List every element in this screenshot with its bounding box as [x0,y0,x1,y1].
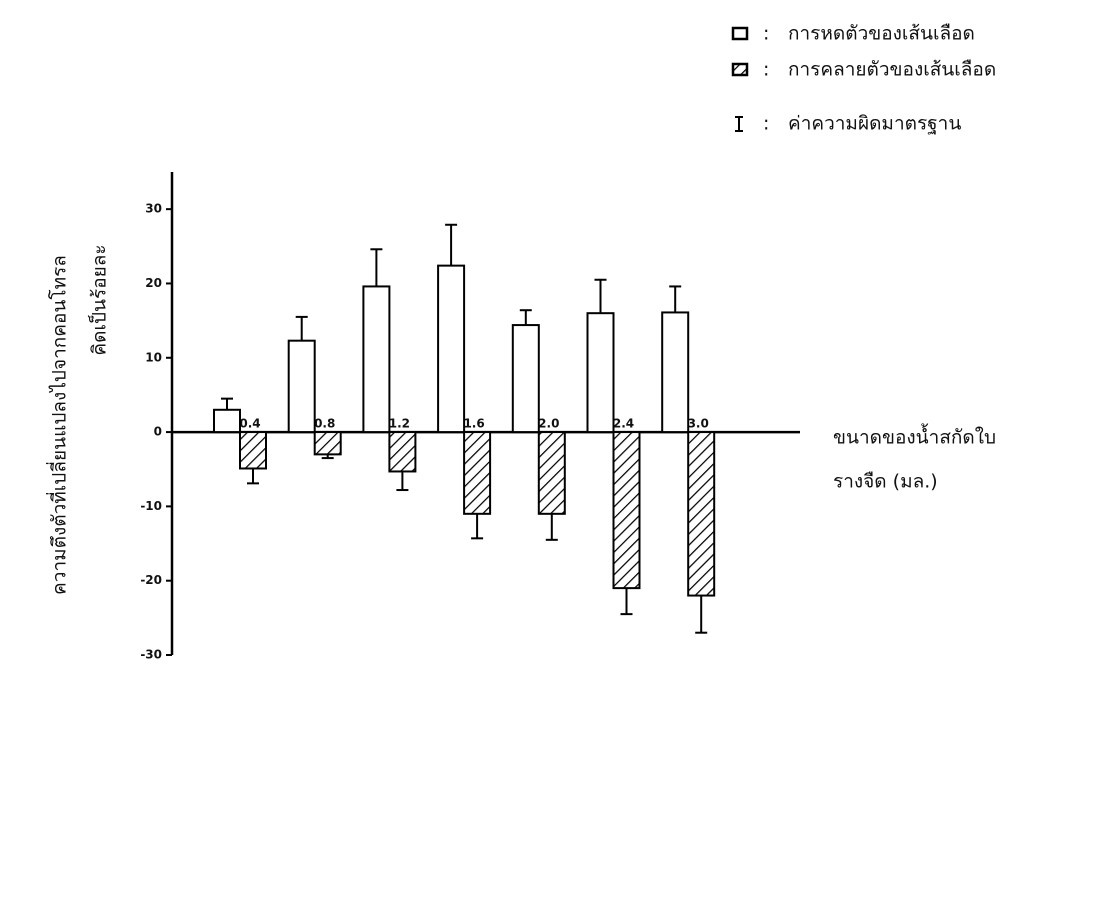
legend-swatch [733,28,747,39]
bar [688,432,714,595]
y-tick-label: 20 [145,276,162,290]
error-bar [669,286,681,312]
error-bar [221,399,233,410]
error-bar [370,249,382,286]
x-tick-label: 0.4 [239,417,260,431]
legend-colon: : [763,59,769,81]
error-bar [520,310,532,325]
chart: 30 20 10 0 -10 -20 -30 0.4 0.8 1.2 1.6 2.0 2.4 3.0: กา… [0,0,1112,911]
y-tick-label: 10 [145,350,162,364]
x-tick-label: 1.2 [389,417,410,431]
x-tick-label: 2.0 [538,417,559,431]
bar [539,432,565,514]
y-axis-label: คิดเป็นร้อยละ [87,244,111,355]
legend-colon: : [763,23,769,45]
legend-colon: : [763,113,769,135]
y-tick-label: -30 [140,648,162,662]
x-tick-label: 1.6 [463,417,484,431]
y-tick-label: -10 [140,499,162,513]
bar [614,432,640,588]
y-tick-label: 30 [145,202,162,216]
y-axis-label: ความตึงตัวที่เปลี่ยนแปลงไปจากคอนโทรล [46,255,71,595]
x-axis-label: รางจืด (มล.) [833,471,938,493]
bar [289,341,315,432]
x-tick-label: 3.0 [688,417,709,431]
x-axis-label: ขนาดของน้ำสกัดใบ [833,424,996,449]
error-bar [471,514,483,539]
y-tick-label: 0 [154,425,162,439]
error-bar [445,225,457,266]
legend-swatch [733,64,747,75]
error-bar [595,280,607,313]
legend-label: การหดตัวของเส้นเลือด [788,23,975,45]
legend-label: ค่าความผิดมาตรฐาน [788,113,961,135]
bar [464,432,490,514]
error-bar [546,514,558,540]
bar [363,286,389,432]
bar [588,313,614,432]
bar [214,410,240,432]
error-bar [396,471,408,490]
x-tick-label: 0.8 [314,417,335,431]
bar [240,432,266,468]
error-bar [296,317,308,341]
bar [513,325,539,432]
bar [662,312,688,432]
x-tick-label: 2.4 [613,417,634,431]
legend-label: การคลายตัวของเส้นเลือด [788,59,996,81]
bar [389,432,415,471]
bar [315,432,341,454]
bar [438,266,464,432]
error-bar [621,588,633,614]
error-bar [247,468,259,483]
error-bar [695,596,707,633]
y-tick-label: -20 [140,573,162,587]
